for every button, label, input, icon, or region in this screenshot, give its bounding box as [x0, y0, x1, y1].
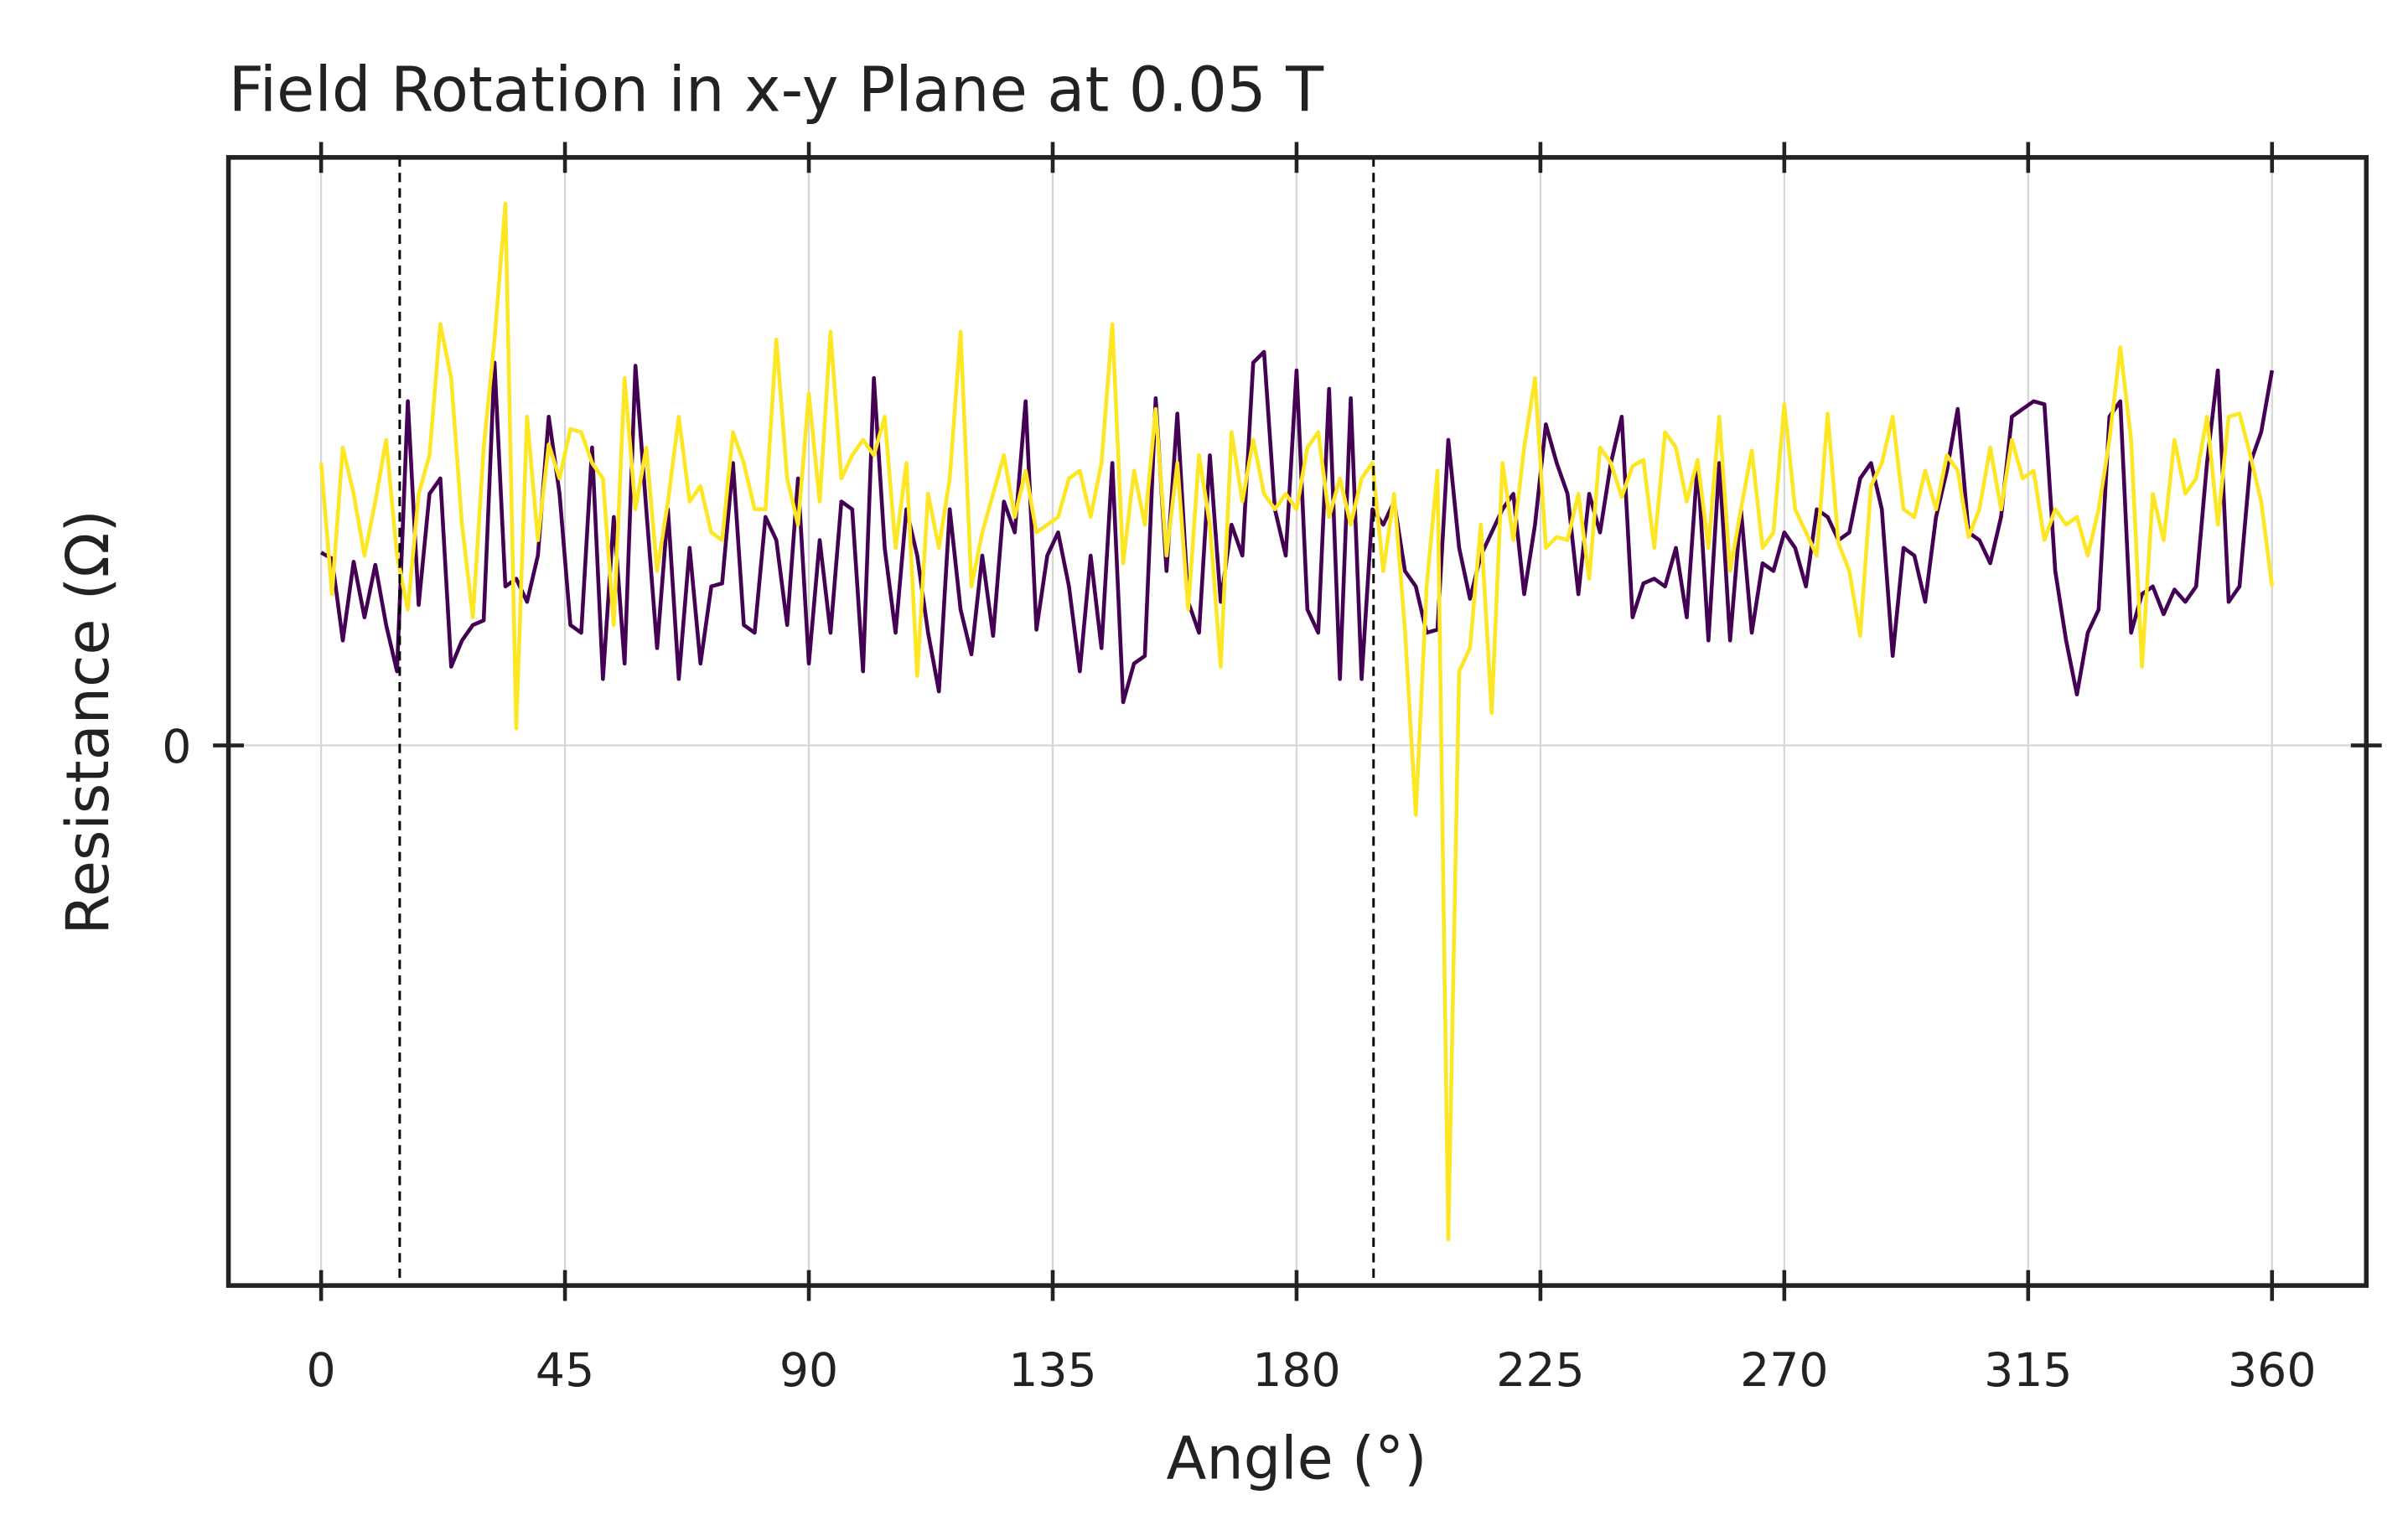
x-tick-label: 180: [1252, 1344, 1340, 1398]
line-series: [318, 201, 2275, 1242]
x-tick-label: 225: [1496, 1344, 1584, 1398]
line-series: [319, 349, 2275, 705]
x-tick-label: 360: [2228, 1344, 2316, 1398]
x-tick-label: 45: [536, 1344, 594, 1398]
x-tick-label: 90: [779, 1344, 838, 1398]
y-tick-label: 0: [162, 721, 191, 774]
x-axis-label: Angle (°): [1167, 1424, 1427, 1492]
chart-title: Field Rotation in x-y Plane at 0.05 T: [229, 55, 1325, 127]
x-tick-label: 315: [1984, 1344, 2072, 1398]
x-tick-label: 270: [1740, 1344, 1828, 1398]
y-axis-label: Resistance (Ω): [54, 509, 122, 934]
plot-frame: [225, 155, 2369, 1288]
x-tick-label: 0: [307, 1344, 336, 1398]
x-tick-label: 135: [1008, 1344, 1096, 1398]
